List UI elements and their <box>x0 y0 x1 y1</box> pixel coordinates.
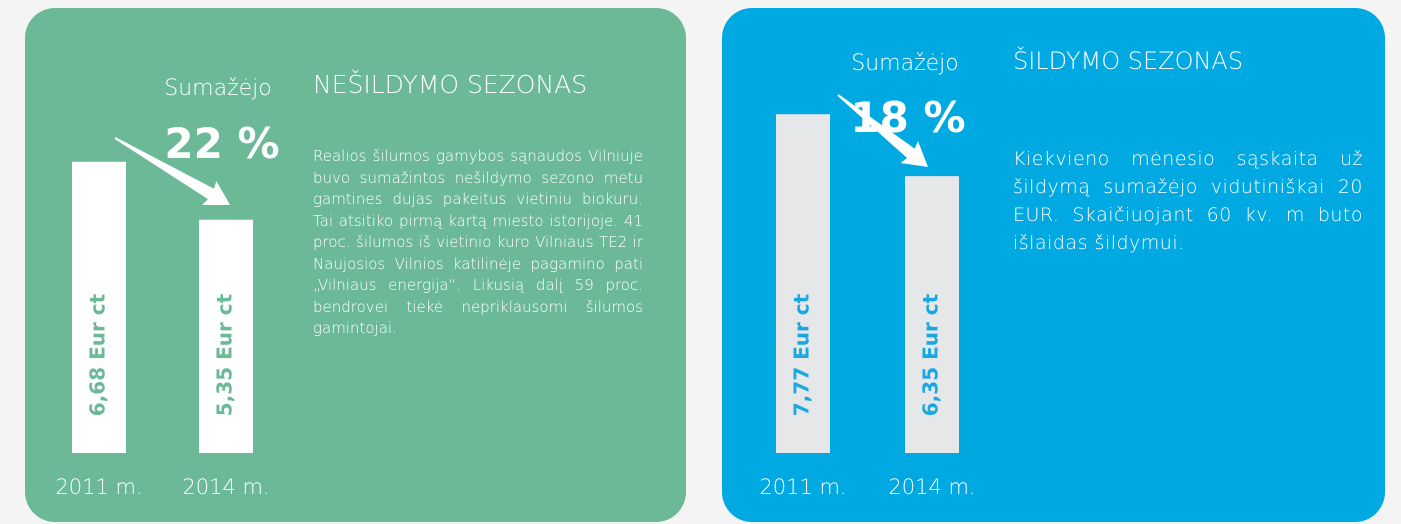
value-label: 6,35 Eur ct <box>919 293 943 416</box>
description: Kiekvieno mėnesio sąskaita už šildymą su… <box>1013 148 1363 254</box>
bar <box>72 161 126 453</box>
bar <box>776 114 830 453</box>
value-label: 6,68 Eur ct <box>86 293 110 416</box>
panel <box>25 8 686 522</box>
arrow <box>114 137 231 206</box>
description: Realios šilumos gamybos sąnaudos Vilniuj… <box>313 147 643 337</box>
annotation: Sumažėjo <box>851 51 958 76</box>
annotation: Sumažėjo <box>164 76 271 101</box>
category-label: 2011 m. <box>55 475 142 499</box>
category-label: 2014 m. <box>888 475 975 499</box>
change: 22 % <box>164 119 279 168</box>
bar <box>905 176 959 453</box>
panel-title: NEŠILDYMO SEZONAS <box>313 69 587 99</box>
value-label: 7,77 Eur ct <box>790 293 814 416</box>
panel-title: ŠILDYMO SEZONAS <box>1013 45 1243 75</box>
change: 18 % <box>850 93 965 142</box>
arrow <box>837 94 928 167</box>
category-label: 2014 m. <box>182 475 269 499</box>
value-label: 5,35 Eur ct <box>213 293 237 416</box>
category-label: 2011 m. <box>759 475 846 499</box>
bar <box>199 219 253 453</box>
